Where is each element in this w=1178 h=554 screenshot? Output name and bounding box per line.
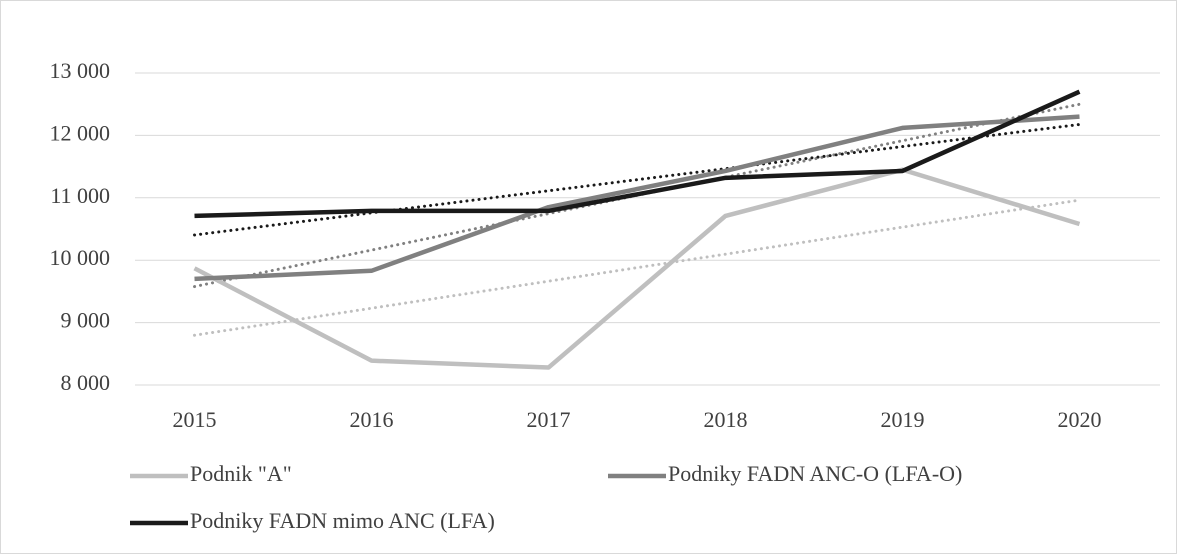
legend-label: Podniky FADN mimo ANC (LFA) xyxy=(190,508,495,533)
y-tick-label: 13 000 xyxy=(50,58,111,83)
trend-line xyxy=(193,122,1081,237)
x-tick-label: 2019 xyxy=(881,407,925,432)
x-tick-label: 2020 xyxy=(1058,407,1102,432)
legend-label: Podnik "A" xyxy=(190,461,292,486)
y-tick-label: 9 000 xyxy=(61,308,111,333)
y-tick-label: 8 000 xyxy=(61,370,111,395)
y-tick-label: 11 000 xyxy=(50,183,110,208)
series-line xyxy=(194,114,1080,282)
x-tick-label: 2017 xyxy=(527,407,571,432)
x-tick-label: 2016 xyxy=(350,407,394,432)
series-line xyxy=(193,167,1081,370)
x-tick-label: 2018 xyxy=(704,407,748,432)
series-line xyxy=(194,89,1081,219)
x-tick-label: 2015 xyxy=(173,407,217,432)
legend-label: Podniky FADN ANC-O (LFA-O) xyxy=(668,461,962,486)
y-tick-label: 10 000 xyxy=(50,245,111,270)
y-tick-label: 12 000 xyxy=(50,120,111,145)
